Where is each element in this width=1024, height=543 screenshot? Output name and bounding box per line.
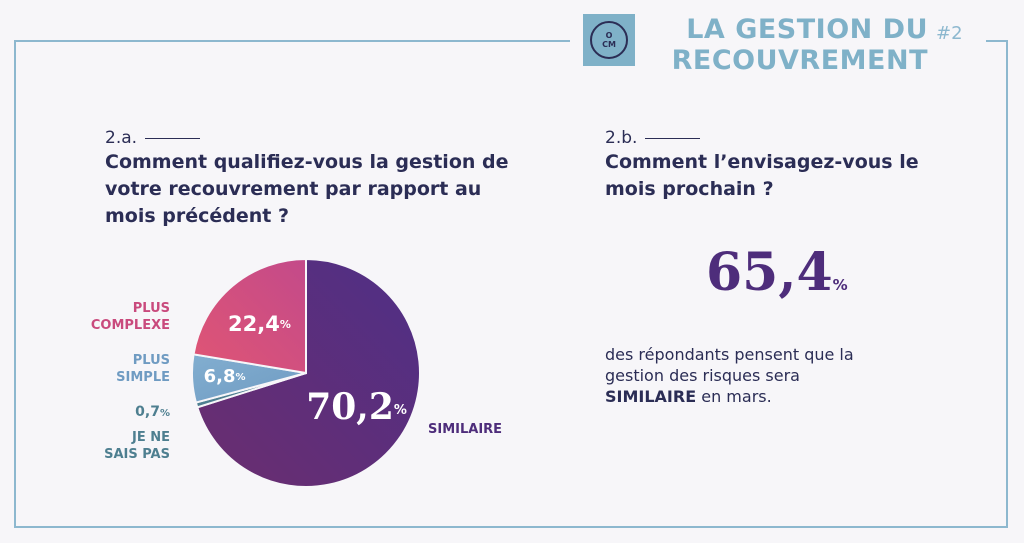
legend-plus-simple-l2: SIMPLE [116, 370, 170, 385]
pie-slice-plus-complexe-label: 22,4% [228, 312, 291, 336]
legend-plus-complexe-l1: PLUS [132, 301, 170, 316]
legend-plus-complexe: PLUS COMPLEXE [60, 300, 170, 334]
legend-nsp-l2: SAIS PAS [104, 447, 170, 462]
legend-nsp-value: 0,7 [135, 404, 160, 420]
legend-je-ne-sais-pas: 0,7% JE NE SAIS PAS [60, 404, 170, 463]
question-a-line3: mois précédent ? [105, 205, 290, 227]
question-a-number-text: 2.a. [105, 128, 138, 148]
page-title: LA GESTION DU RECOUVREMENT [648, 14, 928, 76]
pie-slice-similaire [196, 257, 421, 488]
question-b-line1: Comment l’envisagez-vous le [605, 151, 919, 173]
question-b-number-text: 2.b. [605, 128, 638, 148]
page-title-line2: RECOUVREMENT [671, 45, 928, 76]
question-a-line2: votre recouvrement par rapport au [105, 178, 482, 200]
pie-slice-similaire-label: 70,2% [306, 386, 407, 428]
highlight-unit: % [832, 276, 848, 294]
issue-number: #2 [936, 23, 963, 44]
question-a-rule [145, 137, 201, 139]
legend-similaire: SIMILAIRE [428, 422, 503, 437]
question-b-text: Comment l’envisagez-vous le mois prochai… [605, 149, 919, 203]
ocm-logo: O CM [583, 14, 635, 66]
logo-text-bottom: CM [602, 40, 616, 49]
highlight-description: des répondants pensent que la gestion de… [605, 344, 935, 407]
legend-nsp-unit: % [159, 408, 170, 419]
desc-line3: SIMILAIRE en mars. [605, 386, 935, 407]
pie-slice-plus-simple-label: 6,8% [204, 366, 246, 387]
legend-plus-simple-l1: PLUS [132, 353, 170, 368]
legend-plus-complexe-l2: COMPLEXE [90, 318, 170, 333]
legend-plus-simple: PLUS SIMPLE [60, 352, 170, 386]
desc-tail: en mars. [696, 387, 772, 406]
question-a-line1: Comment qualifiez-vous la gestion de [105, 151, 509, 173]
logo-ring: O CM [590, 21, 628, 59]
highlight-percent: 65,4% [706, 242, 848, 303]
question-b-rule [645, 137, 701, 139]
question-a-number: 2.a. [105, 128, 201, 148]
header-background [570, 10, 986, 80]
desc-line1: des répondants pensent que la [605, 345, 854, 364]
page-title-line1: LA GESTION DU [686, 14, 928, 45]
desc-bold: SIMILAIRE [605, 387, 697, 406]
card-frame [14, 40, 1008, 528]
question-b-number: 2.b. [605, 128, 701, 148]
question-b-line2: mois prochain ? [605, 178, 774, 200]
question-a-text: Comment qualifiez-vous la gestion de vot… [105, 149, 509, 230]
pie-slice-plus-complexe [192, 257, 307, 375]
highlight-value: 65,4 [706, 242, 833, 303]
legend-nsp-value-row: 0,7% [60, 404, 170, 422]
legend-nsp-l1: JE NE [131, 430, 170, 445]
desc-line2: gestion des risques sera [605, 366, 800, 385]
logo-text-top: O [605, 31, 613, 40]
